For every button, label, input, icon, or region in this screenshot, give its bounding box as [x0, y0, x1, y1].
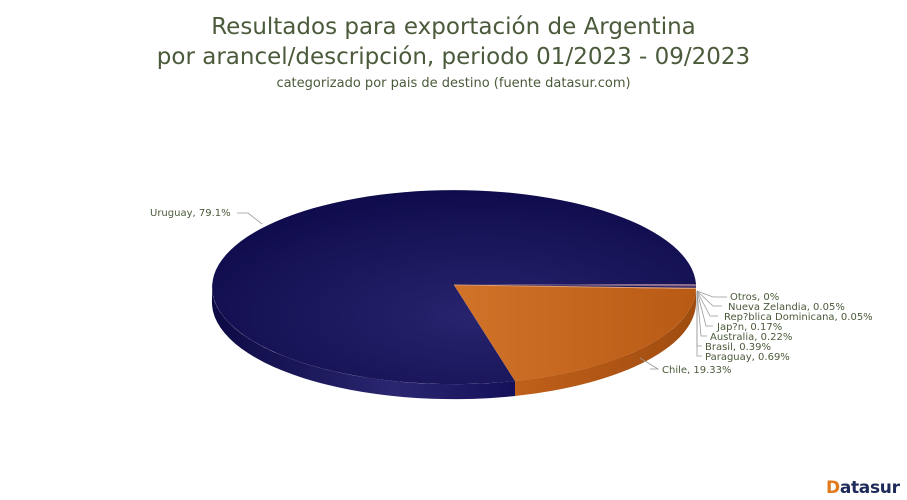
- label-paraguay: Paraguay, 0.69%: [705, 352, 790, 363]
- label-nueva-zelandia: Nueva Zelandia, 0.05%: [728, 302, 845, 313]
- slice-chile-side: [515, 285, 697, 396]
- label-otros: Otros, 0%: [730, 292, 779, 303]
- logo-text: atasur: [839, 478, 900, 498]
- slice-uruguay[interactable]: [212, 190, 697, 385]
- chart-subtitle: categorizado por pais de destino (fuente…: [276, 76, 631, 91]
- label-rep-dominicana: Rep?blica Dominicana, 0.05%: [724, 312, 873, 323]
- logo-mark: D: [826, 478, 840, 498]
- chart-title-line1: Resultados para exportación de Argentina: [211, 14, 696, 40]
- label-uruguay: Uruguay, 79.1%: [150, 208, 231, 219]
- chart-title-line2: por arancel/descripción, periodo 01/2023…: [156, 44, 751, 70]
- slice-chile[interactable]: [454, 285, 696, 381]
- label-australia: Australia, 0.22%: [710, 332, 792, 343]
- label-chile: Chile, 19.33%: [662, 365, 732, 376]
- label-japon: Jap?n, 0.17%: [716, 322, 782, 333]
- slice-uruguay-side: [211, 285, 516, 400]
- label-brasil: Brasil, 0.39%: [705, 342, 771, 353]
- datasur-logo: Datasur: [826, 478, 900, 498]
- leader-lines: [237, 212, 727, 370]
